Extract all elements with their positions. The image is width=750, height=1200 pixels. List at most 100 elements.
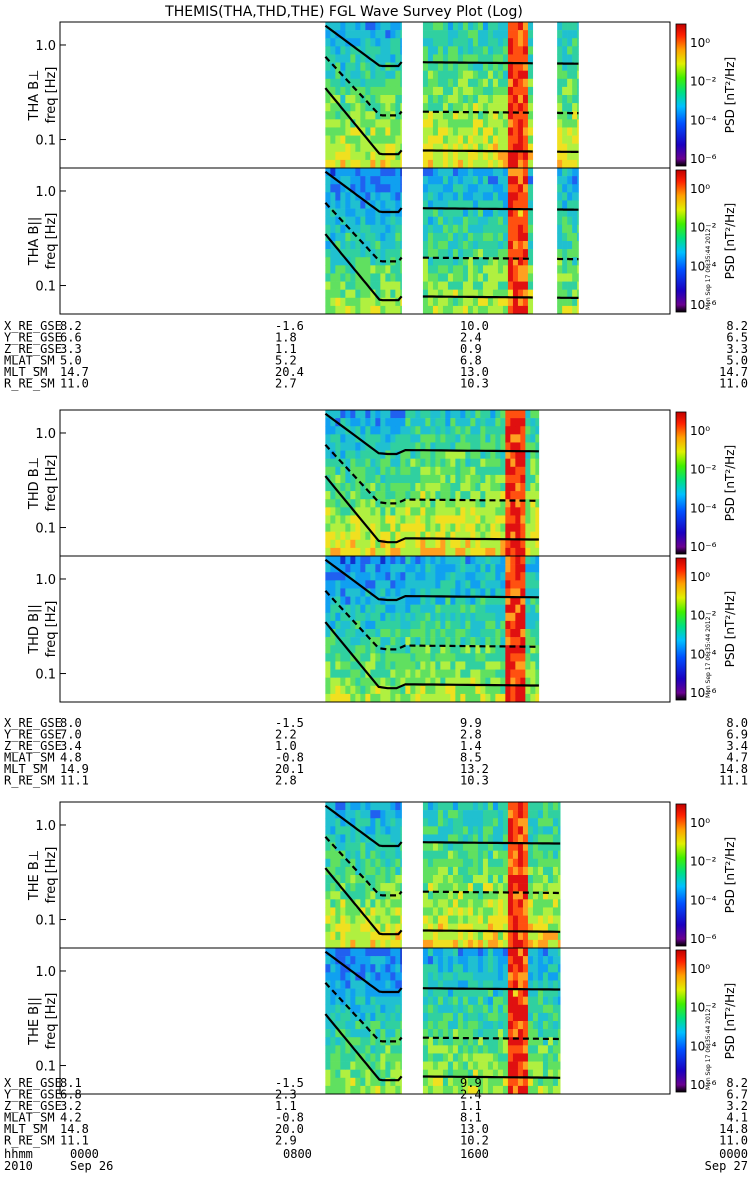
colorbar: 10⁰ 10⁻² 10⁻⁴ 10⁻⁶ PSD [nT²/Hz] [675,23,737,167]
ephemeris-value: 3.4 [726,739,748,753]
colorbar-gradient [675,169,687,313]
panel-ylabel-name: THD B|| [27,604,42,655]
panel-ylabel-name: THE B⊥ [27,850,42,901]
data-segment [422,948,561,1095]
y-tick-label: 0.1 [35,914,56,929]
ephemeris-value: -1.5 [275,1076,304,1090]
ephemeris-value: 4.7 [726,751,748,765]
time-axis-row-label: hhmm [4,1147,33,1161]
y-tick-label: 0.1 [35,1060,56,1075]
ephemeris-value: 1.1 [275,342,297,356]
frequency-curve-2 [422,890,561,895]
colorbar-gradient [675,411,687,555]
colorbar-tick-label: 10⁻⁶ [690,686,717,700]
y-tick-label: 0.1 [35,134,56,149]
panel-ylabel-unit: freq [Hz] [44,993,59,1050]
time-tick-label: 1600 [460,1147,489,1161]
colorbar-tick-label: 10⁻² [690,463,717,477]
colorbar-tick-label: 10⁰ [690,424,710,438]
frequency-curve-3 [324,1013,403,1082]
ephemeris-row-label: R_RE_SM [4,1134,55,1148]
ephemeris-value: -0.8 [275,751,304,765]
data-segment [557,22,579,169]
colorbar: 10⁰ 10⁻² 10⁻⁴ 10⁻⁶ PSD [nT²/Hz] [675,411,737,555]
frequency-curve-2 [324,444,539,505]
y-tick-label: 0.1 [35,668,56,683]
panel-ylabel-unit: freq [Hz] [44,455,59,512]
panel-ylabel-unit: freq [Hz] [44,67,59,124]
ephemeris-value: 13.0 [460,365,489,379]
colorbar-tick-label: 10⁻⁴ [690,113,717,127]
ephemeris-value: 2.8 [275,774,297,788]
ephemeris-value: 8.0 [726,716,748,730]
ephemeris-value: 11.1 [60,774,89,788]
data-segment [422,802,561,949]
ephemeris-value: 3.2 [726,1099,748,1113]
ephemeris-value: 11.0 [719,377,748,391]
ephemeris-value: 5.2 [275,354,297,368]
ephemeris-value: 14.8 [60,1122,89,1136]
data-segment [324,802,403,949]
colorbar-tick-label: 10⁻⁶ [690,152,717,166]
ephemeris-value: 6.5 [726,331,748,345]
frequency-curve-3 [324,87,403,156]
ephemeris-value: 9.9 [460,716,482,730]
frequency-curve-1 [324,412,539,456]
ephemeris-row-label: R_RE_SM [4,774,55,788]
data-segment [557,168,579,315]
colorbar: 10⁰ 10⁻² 10⁻⁴ 10⁻⁶ PSD [nT²/Hz] Mon Sep 17 06… [675,949,737,1093]
panel-ylabel-name: THA B⊥ [27,70,42,122]
y-tick-label: 1.0 [35,39,56,54]
ephemeris-value: 11.0 [719,1134,748,1148]
ephemeris-value: 20.4 [275,365,304,379]
colorbar-tick-label: 10⁰ [690,962,710,976]
ephemeris-value: 3.2 [60,1099,82,1113]
ephemeris-value: 11.0 [60,377,89,391]
colorbar-tick-label: 10⁻⁶ [690,540,717,554]
colorbar-tick-label: 10⁻² [690,855,717,869]
colorbar-label: PSD [nT²/Hz] [723,837,737,913]
ephemeris-value: 11.1 [60,1134,89,1148]
ephemeris-value: 20.1 [275,762,304,776]
frequency-curve-1 [422,841,561,845]
ephemeris-value: -1.6 [275,319,304,333]
colorbar-gradient [675,557,687,701]
ephemeris-row-label: MLAT_SM [4,1111,55,1125]
frequency-curve-2 [324,836,403,897]
colorbar-gradient [675,23,687,167]
frequency-curve-1 [422,61,533,65]
frequency-curve-1 [422,207,533,211]
spectrogram-panel-4: 1.0 0.1 THD B|| freq [Hz] 10⁰ 10⁻² 10⁻⁴ 10⁻⁶ PSD… [27,555,737,703]
ephemeris-value: 13.2 [460,762,489,776]
ephemeris-value: 14.8 [719,762,748,776]
colorbar-tick-label: 10⁻⁴ [690,259,717,273]
frequency-curve-3 [324,867,403,936]
y-tick-label: 1.0 [35,427,56,442]
ephemeris-value: 8.1 [60,1076,82,1090]
ephemeris-value: 14.8 [719,1122,748,1136]
ephemeris-value: 1.0 [275,739,297,753]
spectrogram-panel-3: 1.0 0.1 THD B⊥ freq [Hz] 10⁰ 10⁻² 10⁻⁴ 10⁻⁶ PSD … [27,409,737,557]
ephemeris-value: 10.0 [460,319,489,333]
ephemeris-value: 2.8 [460,728,482,742]
y-tick-label: 1.0 [35,965,56,980]
ephemeris-value: -1.5 [275,716,304,730]
time-axis-row-label: 2010 [4,1159,33,1173]
colorbar-tick-label: 10⁻⁴ [690,647,717,661]
colorbar-tick-label: 10⁻⁴ [690,501,717,515]
colorbar-label: PSD [nT²/Hz] [723,983,737,1059]
ephemeris-value: 3.4 [60,739,82,753]
frequency-curve-2 [324,202,403,263]
ephemeris-value: 6.8 [460,354,482,368]
ephemeris-value: 6.6 [60,331,82,345]
spectrogram-panel-6: 1.0 0.1 THE B|| freq [Hz] 10⁰ 10⁻² 10⁻⁴ 10⁻⁶ PSD… [27,947,737,1095]
colorbar: 10⁰ 10⁻² 10⁻⁴ 10⁻⁶ PSD [nT²/Hz] [675,803,737,947]
ephemeris-value: 11.1 [719,774,748,788]
ephemeris-value: 1.8 [275,331,297,345]
colorbar-gradient [675,803,687,947]
ephemeris-value: 6.7 [726,1088,748,1102]
ephemeris-value: 4.2 [60,1111,82,1125]
